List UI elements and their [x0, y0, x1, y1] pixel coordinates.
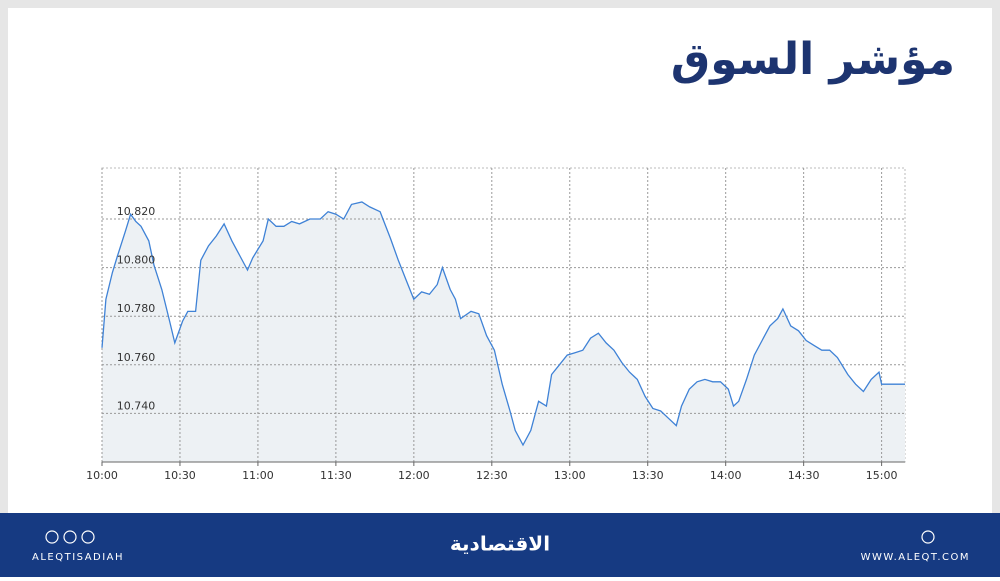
y-tick-label: 10.820	[117, 205, 156, 218]
footer	[0, 513, 1000, 577]
y-tick-label: 10.780	[117, 302, 156, 315]
x-tick-label: 12:00	[398, 469, 430, 482]
x-tick-label: 13:00	[554, 469, 586, 482]
x-tick-label: 10:00	[86, 469, 118, 482]
x-tick-label: 13:30	[632, 469, 664, 482]
logo: الاقتصادية	[450, 532, 550, 556]
x-tick-label: 15:00	[866, 469, 898, 482]
x-tick-label: 11:30	[320, 469, 352, 482]
plot: 10.740 10.760 10.780 10.800 10.820 10:00 10:30…	[86, 167, 906, 482]
area	[102, 202, 905, 462]
x-tick-label: 14:30	[788, 469, 820, 482]
handle: ALEQTISADIAH	[32, 552, 124, 563]
x-tick-label: 11:00	[242, 469, 274, 482]
social-icons	[45, 530, 935, 544]
line	[101, 201, 905, 447]
y-tick-label: 10.800	[117, 254, 156, 267]
chart-title: مؤشر السوق	[671, 34, 955, 85]
y-tick-label: 10.760	[117, 351, 156, 364]
x-tick-label: 10:30	[164, 469, 196, 482]
x-tick-label: 14:00	[710, 469, 742, 482]
y-tick-label: 10.740	[117, 399, 156, 412]
x-tick-label: 12:30	[476, 469, 508, 482]
website: WWW.ALEQT.COM	[861, 552, 970, 563]
